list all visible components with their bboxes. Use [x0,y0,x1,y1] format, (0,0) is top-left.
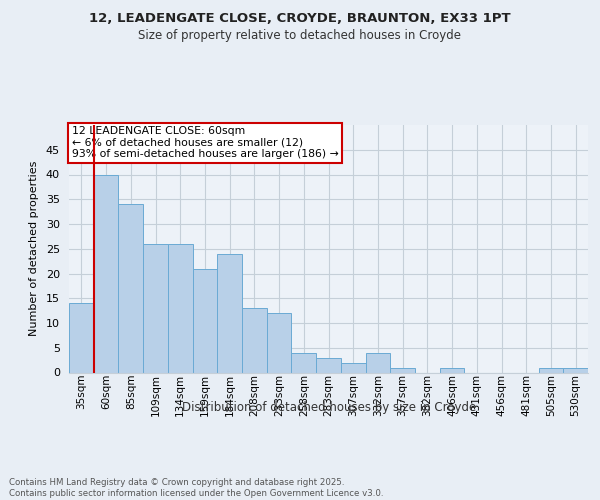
Text: Distribution of detached houses by size in Croyde: Distribution of detached houses by size … [182,401,476,414]
Bar [94,174,118,372]
Bar [118,204,143,372]
Bar [341,362,365,372]
Bar [267,313,292,372]
Text: Contains HM Land Registry data © Crown copyright and database right 2025.
Contai: Contains HM Land Registry data © Crown c… [9,478,383,498]
Bar [365,352,390,372]
Bar [440,368,464,372]
Bar [316,358,341,372]
Text: Size of property relative to detached houses in Croyde: Size of property relative to detached ho… [139,29,461,42]
Bar [242,308,267,372]
Bar [143,244,168,372]
Y-axis label: Number of detached properties: Number of detached properties [29,161,39,336]
Text: 12 LEADENGATE CLOSE: 60sqm
← 6% of detached houses are smaller (12)
93% of semi-: 12 LEADENGATE CLOSE: 60sqm ← 6% of detac… [71,126,338,160]
Bar [168,244,193,372]
Bar [292,352,316,372]
Bar [539,368,563,372]
Bar [217,254,242,372]
Bar [69,303,94,372]
Bar [563,368,588,372]
Text: 12, LEADENGATE CLOSE, CROYDE, BRAUNTON, EX33 1PT: 12, LEADENGATE CLOSE, CROYDE, BRAUNTON, … [89,12,511,26]
Bar [390,368,415,372]
Bar [193,268,217,372]
